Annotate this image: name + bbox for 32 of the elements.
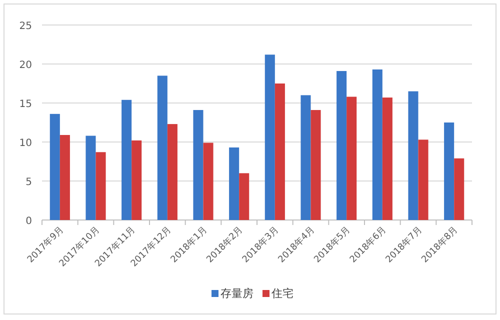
y-tick-label: 15 [19, 99, 32, 110]
bar [50, 114, 60, 220]
y-tick-label: 10 [19, 138, 32, 149]
bar [300, 95, 311, 220]
y-tick-label: 25 [19, 21, 32, 32]
legend-label: 住宅 [272, 287, 294, 300]
bar [346, 96, 357, 220]
bar [372, 69, 382, 220]
y-tick-label: 0 [26, 216, 32, 227]
bar [167, 124, 178, 220]
legend-label: 存量房 [220, 287, 254, 300]
bar [444, 122, 454, 220]
bar [157, 76, 168, 220]
bar [274, 84, 285, 220]
bar [454, 158, 464, 220]
bar [122, 100, 132, 220]
bar [132, 140, 142, 220]
bar [203, 142, 214, 220]
bar [86, 136, 96, 220]
bar [229, 147, 240, 220]
bar [336, 71, 347, 220]
bar [418, 140, 428, 220]
bar [310, 110, 321, 220]
bar [96, 152, 106, 220]
y-tick-label: 20 [19, 60, 32, 71]
bar [239, 173, 250, 220]
y-tick-label: 5 [26, 177, 32, 188]
bar [193, 110, 204, 220]
bar [264, 54, 275, 220]
bar [382, 98, 392, 220]
bar [408, 91, 418, 220]
bar [60, 134, 70, 220]
